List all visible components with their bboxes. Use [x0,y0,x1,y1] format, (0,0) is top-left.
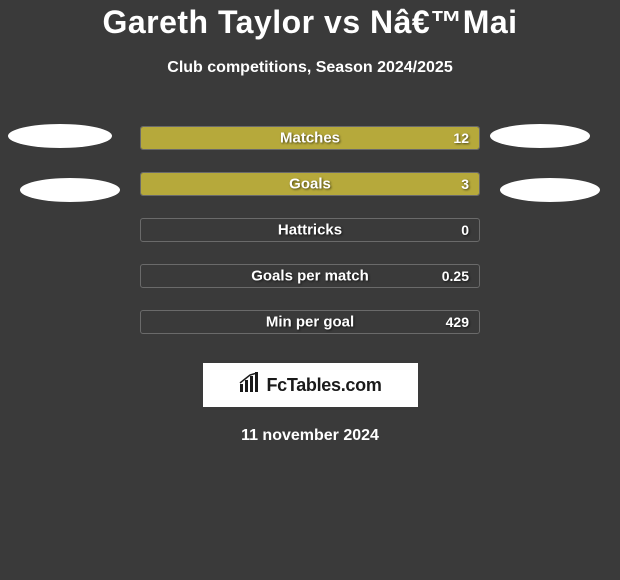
bar-track: Min per goal 429 [140,310,480,334]
decorative-ellipse [8,124,112,148]
bar-value: 0.25 [442,268,469,284]
stat-row-hattricks: Hattricks 0 [0,207,620,253]
comparison-infographic: Gareth Taylor vs Nâ€™Mai Club competitio… [0,0,620,445]
bar-label: Hattricks [278,222,342,239]
bar-label: Goals [289,176,331,193]
date-label: 11 november 2024 [241,427,379,445]
bar-value: 12 [453,130,469,146]
logo-text: FcTables.com [266,375,381,396]
bar-track: Goals 3 [140,172,480,196]
stat-row-goals-per-match: Goals per match 0.25 [0,253,620,299]
bar-label: Min per goal [266,314,354,331]
chart-area: Matches 12 Goals 3 Hattricks 0 Goals per… [0,115,620,345]
stat-row-min-per-goal: Min per goal 429 [0,299,620,345]
bar-chart-icon [238,372,260,399]
subtitle: Club competitions, Season 2024/2025 [167,59,452,77]
bar-value: 429 [446,314,469,330]
bar-track: Matches 12 [140,126,480,150]
bar-track: Goals per match 0.25 [140,264,480,288]
decorative-ellipse [20,178,120,202]
logo-box: FcTables.com [203,363,418,407]
page-title: Gareth Taylor vs Nâ€™Mai [102,4,517,41]
bar-label: Goals per match [251,268,369,285]
bar-value: 0 [461,222,469,238]
decorative-ellipse [490,124,590,148]
decorative-ellipse [500,178,600,202]
bar-track: Hattricks 0 [140,218,480,242]
bar-label: Matches [280,130,340,147]
bar-value: 3 [461,176,469,192]
